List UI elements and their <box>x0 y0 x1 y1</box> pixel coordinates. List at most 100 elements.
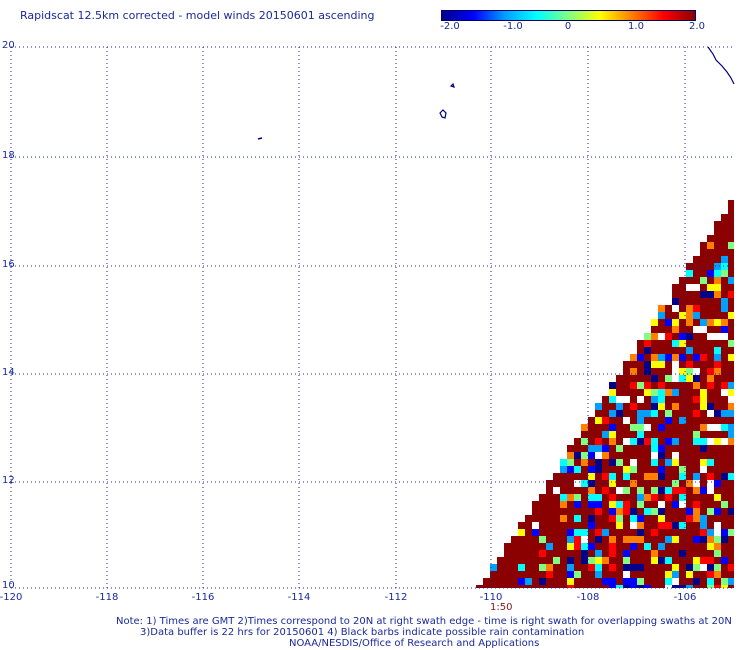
swath-pixel <box>700 508 707 515</box>
swath-pixel <box>616 501 623 508</box>
swath-pixel <box>700 312 707 319</box>
swath-pixel <box>630 361 637 368</box>
swath-pixel <box>637 508 644 515</box>
swath-pixel <box>728 361 734 368</box>
swath-pixel <box>707 333 714 340</box>
swath-pixel <box>581 424 588 431</box>
swath-pixel <box>679 494 686 501</box>
swath-pixel <box>532 564 539 571</box>
swath-pixel <box>651 375 658 382</box>
swath-pixel <box>567 564 574 571</box>
swath-pixel <box>602 557 609 564</box>
swath-pixel <box>672 445 679 452</box>
swath-pixel <box>714 543 721 550</box>
swath-pixel <box>693 410 700 417</box>
swath-pixel <box>721 263 728 270</box>
swath-pixel <box>560 536 567 543</box>
lon-label: -118 <box>95 592 119 603</box>
swath-pixel <box>609 466 616 473</box>
swath-pixel <box>497 571 504 578</box>
swath-pixel <box>581 550 588 557</box>
swath-pixel <box>609 417 616 424</box>
swath-pixel <box>546 522 553 529</box>
swath-pixel <box>728 480 734 487</box>
swath-pixel <box>511 557 518 564</box>
swath-pixel <box>714 417 721 424</box>
swath-pixel <box>630 501 637 508</box>
swath-pixel <box>595 508 602 515</box>
swath-pixel <box>707 564 714 571</box>
swath-pixel <box>525 557 532 564</box>
swath-pixel <box>714 557 721 564</box>
swath-pixel <box>658 445 665 452</box>
swath-pixel <box>693 571 700 578</box>
swath-pixel <box>616 403 623 410</box>
swath-pixel <box>595 529 602 536</box>
swath-pixel <box>700 480 707 487</box>
swath-pixel <box>553 571 560 578</box>
swath-pixel <box>630 480 637 487</box>
swath-pixel <box>546 585 553 588</box>
swath-pixel <box>686 494 693 501</box>
swath-pixel <box>644 522 651 529</box>
swath-pixel <box>574 571 581 578</box>
swath-pixel <box>686 361 693 368</box>
swath-pixel <box>672 417 679 424</box>
swath-pixel <box>630 431 637 438</box>
swath-pixel <box>707 585 714 588</box>
swath-pixel <box>602 571 609 578</box>
swath-pixel <box>700 557 707 564</box>
swath-pixel <box>637 452 644 459</box>
swath-pixel <box>728 564 734 571</box>
swath-pixel <box>630 417 637 424</box>
swath-pixel <box>728 417 734 424</box>
swath-pixel <box>665 361 672 368</box>
swath-pixel <box>728 585 734 588</box>
swath-pixel <box>658 333 665 340</box>
swath-pixel <box>714 256 721 263</box>
swath-pixel <box>497 578 504 585</box>
swath-pixel <box>651 515 658 522</box>
swath-pixel <box>616 396 623 403</box>
swath-pixel <box>623 431 630 438</box>
swath-pixel <box>721 543 728 550</box>
swath-pixel <box>700 354 707 361</box>
swath-pixel <box>665 312 672 319</box>
swath-pixel <box>637 417 644 424</box>
swath-pixel <box>623 564 630 571</box>
swath-pixel <box>616 522 623 529</box>
swath-pixel <box>679 480 686 487</box>
swath-pixel <box>658 375 665 382</box>
swath-pixel <box>539 529 546 536</box>
swath-pixel <box>616 410 623 417</box>
swath-pixel <box>714 410 721 417</box>
swath-pixel <box>637 347 644 354</box>
swath-pixel <box>693 263 700 270</box>
swath-pixel <box>602 564 609 571</box>
swath-pixel <box>728 375 734 382</box>
swath-pixel <box>525 515 532 522</box>
swath-pixel <box>665 501 672 508</box>
swath-pixel <box>672 536 679 543</box>
swath-pixel <box>567 494 574 501</box>
swath-pixel <box>672 284 679 291</box>
swath-pixel <box>630 382 637 389</box>
swath-pixel <box>546 557 553 564</box>
swath-pixel <box>588 536 595 543</box>
swath-pixel <box>658 515 665 522</box>
swath-pixel <box>637 585 644 588</box>
swath-pixel <box>623 585 630 588</box>
swath-pixel <box>686 389 693 396</box>
swath-pixel <box>581 536 588 543</box>
swath-pixel <box>651 529 658 536</box>
swath-pixel <box>623 578 630 585</box>
swath-pixel <box>665 466 672 473</box>
swath-pixel <box>714 501 721 508</box>
swath-pixel <box>616 431 623 438</box>
swath-pixel <box>623 494 630 501</box>
swath-pixel <box>539 564 546 571</box>
swath-pixel <box>714 445 721 452</box>
swath-pixel <box>574 459 581 466</box>
swath-pixel <box>623 361 630 368</box>
swath-pixel <box>602 466 609 473</box>
